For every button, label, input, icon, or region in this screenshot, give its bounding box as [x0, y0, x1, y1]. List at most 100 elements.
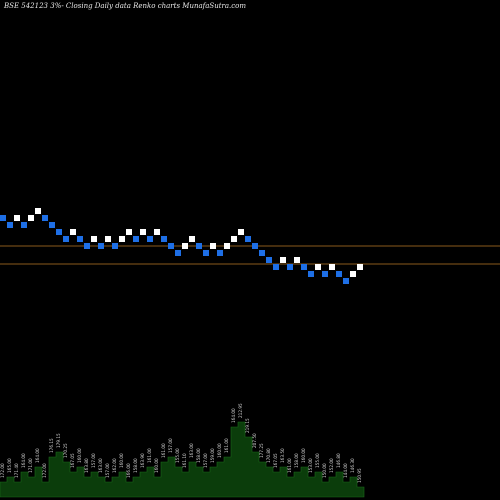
renko-brick-up: [224, 243, 230, 249]
price-label: 160.00: [154, 458, 159, 473]
price-label: 161.00: [147, 448, 152, 463]
renko-brick-down: [336, 271, 342, 277]
renko-brick-down: [252, 243, 258, 249]
price-label: 166.00: [126, 463, 131, 478]
price-label: 171.00: [28, 458, 33, 473]
renko-brick-up: [231, 236, 237, 242]
renko-brick-up: [105, 236, 111, 242]
price-label: 146.80: [336, 453, 341, 468]
price-label: 157.00: [91, 453, 96, 468]
price-label: 160.00: [301, 448, 306, 463]
price-label: 164.00: [21, 453, 26, 468]
renko-brick-down: [245, 236, 251, 242]
renko-brick-down: [175, 250, 181, 256]
renko-brick-up: [350, 271, 356, 277]
price-label: 158.00: [133, 458, 138, 473]
price-label: 160.00: [217, 443, 222, 458]
chart-title: BSE 542123 3%- Closing Daily data Renko …: [4, 2, 246, 10]
price-label: 163.00: [189, 443, 194, 458]
price-label: 163.50: [280, 448, 285, 463]
renko-brick-down: [168, 243, 174, 249]
renko-brick-down: [343, 278, 349, 284]
renko-brick-down: [266, 257, 272, 263]
price-label: 150.95: [357, 468, 362, 483]
price-label: 160.00: [77, 448, 82, 463]
renko-brick-down: [308, 271, 314, 277]
renko-brick-down: [21, 222, 27, 228]
price-label: 171.40: [14, 463, 19, 478]
renko-brick-up: [357, 264, 363, 270]
price-label: 161.00: [287, 458, 292, 473]
price-label: 161.10: [182, 453, 187, 468]
price-label: 172.00: [42, 463, 47, 478]
renko-brick-up: [189, 236, 195, 242]
price-label: 161.00: [161, 443, 166, 458]
chart-subtitle: 3%- Closing Daily data Renko charts Muna…: [50, 2, 247, 10]
renko-brick-up: [119, 236, 125, 242]
renko-brick-down: [259, 250, 265, 256]
renko-brick-up: [210, 243, 216, 249]
renko-brick-up: [329, 264, 335, 270]
renko-brick-up: [315, 264, 321, 270]
renko-brick-down: [133, 236, 139, 242]
renko-brick-up: [182, 243, 188, 249]
renko-brick-up: [91, 236, 97, 242]
price-label: 144.00: [343, 463, 348, 478]
renko-brick-down: [112, 243, 118, 249]
price-label: 163.80: [84, 458, 89, 473]
price-label: 158.00: [294, 453, 299, 468]
price-label: 157.00: [168, 438, 173, 453]
renko-brick-down: [287, 264, 293, 270]
price-label: 152.00: [329, 458, 334, 473]
renko-brick-down: [147, 236, 153, 242]
renko-brick-down: [273, 264, 279, 270]
renko-brick-down: [84, 243, 90, 249]
renko-brick-down: [7, 222, 13, 228]
renko-brick-up: [28, 215, 34, 221]
renko-brick-down: [63, 236, 69, 242]
price-label: 164.00: [231, 408, 236, 423]
price-label: 167.05: [273, 453, 278, 468]
price-label: 150.00: [322, 463, 327, 478]
price-label: 167.05: [70, 453, 75, 468]
renko-brick-down: [77, 236, 83, 242]
price-label: 164.00: [35, 448, 40, 463]
renko-brick-down: [196, 243, 202, 249]
renko-brick-up: [238, 229, 244, 235]
price-label: 159.00: [210, 448, 215, 463]
price-label: 163.90: [140, 453, 145, 468]
price-label: 170.25: [63, 443, 68, 458]
price-label: 163.00: [98, 458, 103, 473]
renko-brick-up: [154, 229, 160, 235]
volume-area: [0, 421, 365, 498]
renko-brick-up: [35, 208, 41, 214]
price-label: 158.00: [196, 448, 201, 463]
renko-brick-down: [322, 271, 328, 277]
price-label: 157.00: [105, 463, 110, 478]
price-label: 155.00: [315, 453, 320, 468]
renko-brick-down: [161, 236, 167, 242]
renko-brick-down: [49, 222, 55, 228]
price-label: 165.00: [7, 458, 12, 473]
renko-brick-up: [280, 257, 286, 263]
price-label: 207.50: [252, 433, 257, 448]
price-label: 160.00: [119, 453, 124, 468]
price-label: 161.00: [224, 438, 229, 453]
price-label: 219.15: [245, 418, 250, 433]
renko-brick-up: [14, 215, 20, 221]
price-label: 157.00: [203, 453, 208, 468]
renko-brick-up: [140, 229, 146, 235]
renko-brick-up: [126, 229, 132, 235]
renko-brick-down: [98, 243, 104, 249]
renko-brick-up: [294, 257, 300, 263]
price-label: 170.80: [266, 448, 271, 463]
price-label: 155.00: [175, 448, 180, 463]
price-label: 179.15: [56, 433, 61, 448]
renko-brick-down: [0, 215, 6, 221]
chart-symbol: BSE 542123: [4, 2, 48, 10]
price-label: 146.30: [350, 458, 355, 473]
price-label: 177.25: [259, 443, 264, 458]
renko-brick-down: [56, 229, 62, 235]
price-label: 176.15: [49, 438, 54, 453]
